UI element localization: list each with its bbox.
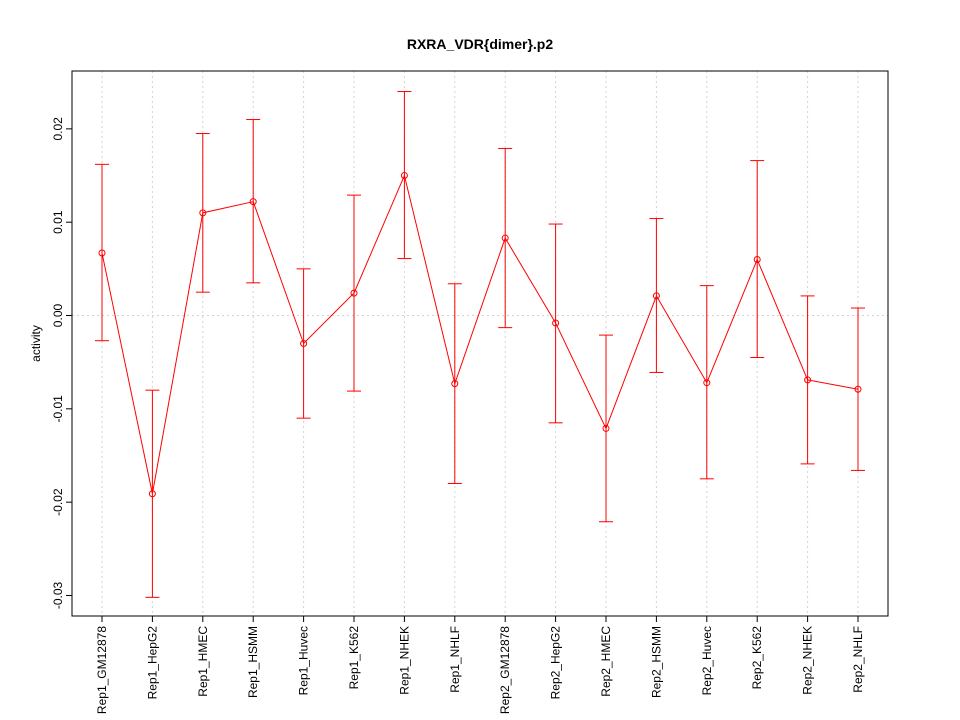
x-tick-label: Rep2_HSMM bbox=[649, 626, 663, 698]
x-tick-label: Rep1_HSMM bbox=[246, 626, 260, 698]
data-point bbox=[148, 490, 156, 498]
data-point bbox=[199, 209, 207, 217]
x-tick-label: Rep1_NHLF bbox=[448, 626, 462, 693]
y-tick-label: 0.00 bbox=[51, 304, 65, 328]
data-point bbox=[552, 319, 560, 327]
x-tick-label: Rep2_HepG2 bbox=[549, 626, 563, 700]
data-point bbox=[300, 340, 308, 347]
axes: -0.03 -0.02 -0.01 0.00 0.01 0.02 Rep1_GM12878 R… bbox=[51, 117, 865, 714]
x-tick-label: Rep2_Huvec bbox=[700, 626, 714, 695]
data-point bbox=[804, 376, 812, 384]
data-point bbox=[451, 380, 459, 388]
chart-title: RXRA_VDR{dimer}.p2 bbox=[407, 36, 553, 52]
data-point bbox=[350, 289, 358, 297]
data-point bbox=[98, 249, 106, 257]
x-tick-label: Rep2_GM12878 bbox=[498, 626, 512, 714]
y-tick-label: 0.02 bbox=[51, 117, 65, 141]
x-tick-label: Rep1_HMEC bbox=[196, 626, 210, 697]
x-tick-label: Rep2_NHEK bbox=[801, 626, 815, 695]
y-tick-label: -0.02 bbox=[51, 488, 65, 516]
data-point bbox=[602, 424, 610, 432]
x-tick-label: Rep1_HepG2 bbox=[145, 626, 159, 700]
data-series bbox=[95, 91, 865, 598]
data-point bbox=[854, 385, 862, 393]
y-tick-label: -0.01 bbox=[51, 395, 65, 423]
y-tick-label: 0.01 bbox=[51, 210, 65, 234]
x-tick-label: Rep1_K562 bbox=[347, 626, 361, 690]
x-tick-label: Rep1_Huvec bbox=[297, 626, 311, 695]
x-tick-label: Rep2_K562 bbox=[750, 626, 764, 690]
x-tick-label: Rep2_HMEC bbox=[599, 626, 613, 697]
grid bbox=[72, 71, 888, 616]
plot-frame bbox=[71, 70, 889, 617]
x-tick-label: Rep1_GM12878 bbox=[95, 626, 109, 714]
data-point bbox=[249, 198, 257, 206]
data-point bbox=[753, 256, 761, 264]
data-point bbox=[400, 172, 408, 180]
data-point bbox=[703, 379, 711, 387]
data-point bbox=[501, 234, 509, 242]
y-tick-label: -0.03 bbox=[51, 581, 65, 609]
data-point bbox=[652, 292, 660, 300]
y-axis-label: activity bbox=[29, 325, 43, 362]
x-tick-label: Rep2_NHLF bbox=[851, 626, 865, 693]
x-tick-label: Rep1_NHEK bbox=[397, 626, 411, 695]
series-line bbox=[101, 173, 859, 494]
